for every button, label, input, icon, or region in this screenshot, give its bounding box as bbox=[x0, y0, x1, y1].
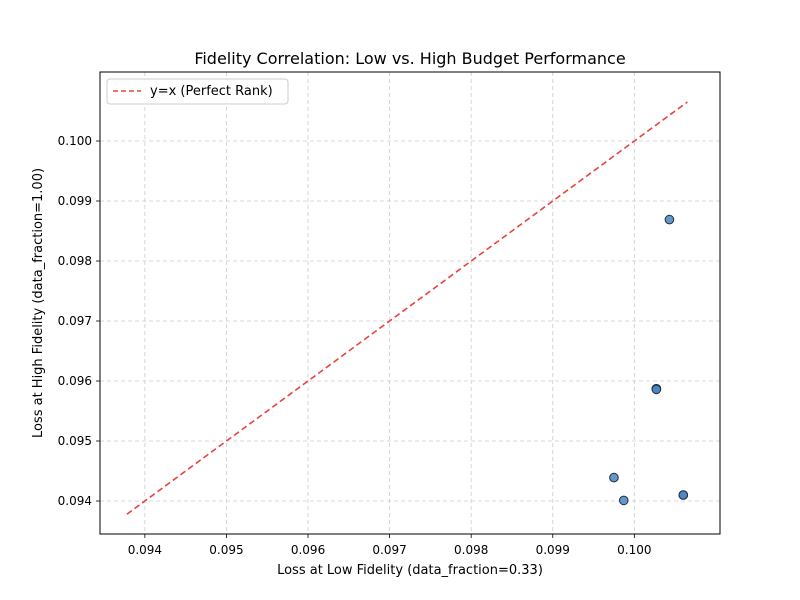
y-tick-label: 0.095 bbox=[58, 434, 92, 448]
data-point bbox=[678, 490, 689, 500]
x-tick-label: 0.098 bbox=[454, 543, 488, 557]
y-tick-label: 0.100 bbox=[58, 134, 92, 148]
y-tick-label: 0.098 bbox=[58, 254, 92, 268]
y-tick-label: 0.099 bbox=[58, 194, 92, 208]
data-point bbox=[618, 495, 629, 506]
reference-line-y-equals-x bbox=[126, 101, 688, 515]
data-point bbox=[609, 472, 619, 483]
y-tick-label: 0.096 bbox=[58, 374, 92, 388]
x-tick-label: 0.096 bbox=[291, 543, 325, 557]
x-axis-ticks: 0.094 0.095 0.096 0.097 0.098 0.099 0.100 bbox=[128, 534, 652, 557]
x-tick-label: 0.097 bbox=[372, 543, 406, 557]
legend: y=x (Perfect Rank) bbox=[106, 78, 289, 105]
legend-box bbox=[106, 78, 289, 105]
x-tick-label: 0.094 bbox=[128, 543, 162, 557]
x-axis-label: Loss at Low Fidelity (data_fraction=0.33… bbox=[277, 563, 543, 578]
x-tick-label: 0.100 bbox=[617, 543, 651, 557]
x-tick-label: 0.099 bbox=[536, 543, 570, 557]
chart-title: Fidelity Correlation: Low vs. High Budge… bbox=[194, 49, 625, 68]
grid-lines bbox=[100, 72, 720, 534]
plot-area-frame bbox=[99, 71, 721, 535]
reference-line-layer bbox=[126, 101, 688, 515]
data-point bbox=[664, 214, 675, 225]
data-point bbox=[651, 384, 662, 395]
x-tick-label: 0.095 bbox=[209, 543, 243, 557]
y-tick-label: 0.094 bbox=[58, 494, 92, 508]
y-tick-label: 0.097 bbox=[58, 314, 92, 328]
y-axis-label: Loss at High Fidelity (data_fraction=1.0… bbox=[31, 168, 46, 438]
data-points bbox=[609, 214, 689, 506]
y-axis-ticks: 0.094 0.095 0.096 0.097 0.098 0.099 0.100 bbox=[58, 134, 100, 508]
legend-entry-label: y=x (Perfect Rank) bbox=[150, 84, 273, 99]
